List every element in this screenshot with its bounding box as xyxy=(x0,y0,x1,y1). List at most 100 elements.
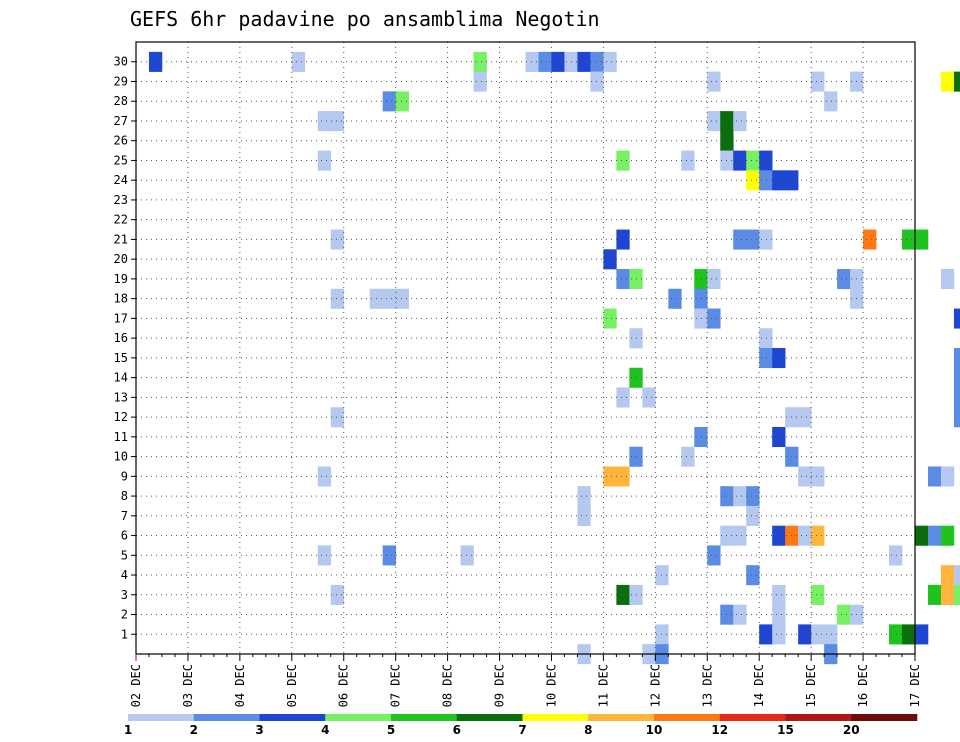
colorbar-swatch xyxy=(260,714,326,721)
y-tick-label: 5 xyxy=(121,548,128,562)
grid-layer xyxy=(136,42,915,654)
heatmap-cell xyxy=(772,427,785,447)
heatmap-cell xyxy=(707,72,720,92)
colorbar-swatch xyxy=(588,714,654,721)
heatmap-cell xyxy=(383,289,396,309)
heatmap-cell xyxy=(707,309,720,329)
colorbar-label: 2 xyxy=(190,723,198,737)
y-tick-label: 11 xyxy=(114,430,128,444)
y-tick-label: 23 xyxy=(114,193,128,207)
heatmap-cell xyxy=(733,151,746,171)
heatmap-cell xyxy=(292,52,305,72)
x-tick-label: 16 DEC xyxy=(856,664,870,707)
y-axis: 1234567891011121314151617181920212223242… xyxy=(114,55,136,642)
x-tick-label: 17 DEC xyxy=(908,664,922,707)
heatmap-cell xyxy=(772,526,785,546)
heatmap-cell xyxy=(746,486,759,506)
plot-frame xyxy=(136,42,915,654)
y-tick-label: 13 xyxy=(114,390,128,404)
x-tick-label: 15 DEC xyxy=(804,664,818,707)
heatmap-cell xyxy=(577,52,590,72)
heatmap-cell xyxy=(681,151,694,171)
x-tick-label: 09 DEC xyxy=(493,664,507,707)
heatmap-cell xyxy=(318,545,331,565)
heatmap-cell xyxy=(331,407,344,427)
colorbar-label: 6 xyxy=(453,723,461,737)
heatmap-cell xyxy=(616,585,629,605)
heatmap-cell xyxy=(941,72,954,92)
heatmap-cell xyxy=(928,526,941,546)
heatmap-cell xyxy=(928,466,941,486)
y-tick-label: 28 xyxy=(114,94,128,108)
heatmap-cell xyxy=(733,526,746,546)
heatmap-cell xyxy=(772,605,785,625)
y-tick-label: 27 xyxy=(114,114,128,128)
heatmap-cell xyxy=(837,269,850,289)
chart-title: GEFS 6hr padavine po ansamblima Negotin xyxy=(130,7,600,31)
heatmap-cell xyxy=(733,230,746,250)
heatmap-cell xyxy=(616,230,629,250)
y-tick-label: 19 xyxy=(114,272,128,286)
heatmap-cell xyxy=(616,151,629,171)
x-tick-label: 07 DEC xyxy=(389,664,403,707)
x-tick-label: 10 DEC xyxy=(544,664,558,707)
heatmap-cell xyxy=(954,387,960,407)
y-tick-label: 6 xyxy=(121,529,128,543)
y-tick-label: 17 xyxy=(114,311,128,325)
heatmap-cell xyxy=(772,170,785,190)
heatmap-cell xyxy=(733,605,746,625)
y-tick-label: 3 xyxy=(121,588,128,602)
colorbar-label: 4 xyxy=(321,723,329,737)
heatmap-cell xyxy=(902,624,915,644)
x-tick-label: 12 DEC xyxy=(648,664,662,707)
heatmap-cell xyxy=(811,466,824,486)
heatmap-cell xyxy=(577,486,590,506)
y-tick-label: 4 xyxy=(121,568,128,582)
heatmap-cell xyxy=(707,269,720,289)
heatmap-cell xyxy=(941,269,954,289)
heatmap-cell xyxy=(928,585,941,605)
heatmap-cell xyxy=(383,91,396,111)
heatmap-cell xyxy=(837,605,850,625)
y-tick-label: 7 xyxy=(121,509,128,523)
x-tick-label: 14 DEC xyxy=(752,664,766,707)
heatmap-cell xyxy=(915,230,928,250)
colorbar-swatch xyxy=(654,714,720,721)
heatmap-cell xyxy=(863,230,876,250)
colorbar-swatch xyxy=(851,714,917,721)
heatmap-cell xyxy=(707,545,720,565)
colorbar-swatch xyxy=(194,714,260,721)
y-tick-label: 18 xyxy=(114,292,128,306)
heatmap-cell xyxy=(811,624,824,644)
y-tick-label: 1 xyxy=(121,627,128,641)
colorbar-swatch xyxy=(325,714,391,721)
heatmap-cell xyxy=(642,387,655,407)
colorbar-swatch xyxy=(523,714,589,721)
y-tick-label: 24 xyxy=(114,173,128,187)
heatmap-cell xyxy=(603,466,616,486)
heatmap-cell xyxy=(733,111,746,131)
heatmap-cell xyxy=(954,585,960,605)
heatmap-cell xyxy=(811,585,824,605)
heatmap-cell xyxy=(746,170,759,190)
colorbar-label: 5 xyxy=(387,723,395,737)
heatmap-cell xyxy=(915,526,928,546)
y-tick-label: 21 xyxy=(114,232,128,246)
heatmap-cell xyxy=(772,624,785,644)
y-tick-label: 25 xyxy=(114,153,128,167)
colorbar-label: 1 xyxy=(124,723,132,737)
heatmap-cell xyxy=(318,151,331,171)
heatmap-cell xyxy=(798,526,811,546)
y-tick-label: 12 xyxy=(114,410,128,424)
colorbar-swatch xyxy=(128,714,194,721)
heatmap-cell xyxy=(551,52,564,72)
colorbar-label: 20 xyxy=(843,723,860,737)
colorbar: 1 2 3 4 5 6 7 8 10 12 15 20 xyxy=(124,714,917,737)
heatmap-cell xyxy=(772,585,785,605)
x-tick-label: 13 DEC xyxy=(700,664,714,707)
heatmap-cell xyxy=(941,526,954,546)
heatmap-cell xyxy=(603,309,616,329)
heatmap-cell xyxy=(733,486,746,506)
heatmap-cell xyxy=(954,565,960,585)
heatmap-cell xyxy=(331,230,344,250)
